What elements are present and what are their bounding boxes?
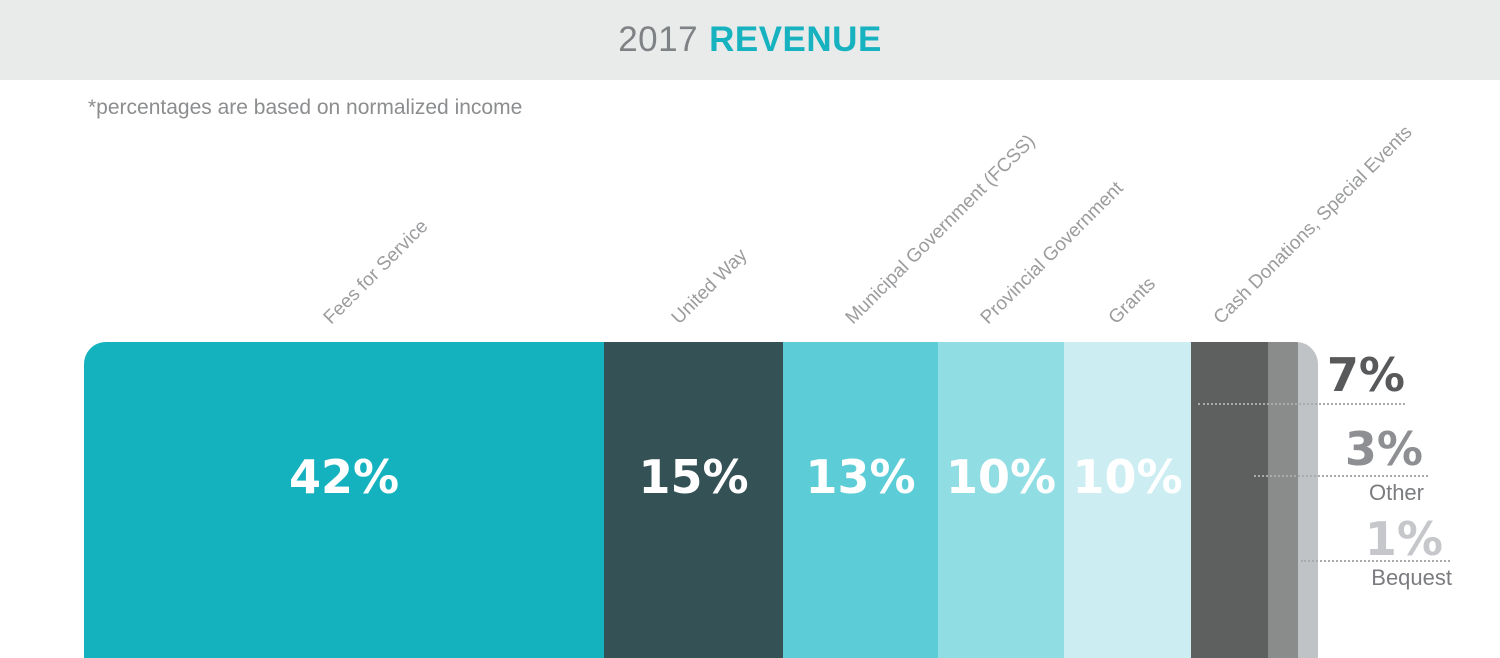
bar-segment-other: [1268, 342, 1298, 658]
segment-label-grants: Grants: [1104, 273, 1160, 329]
leader-line-other: [1254, 475, 1428, 477]
title-revenue: REVENUE: [709, 20, 882, 59]
chart-area: Fees for Service United Way Municipal Go…: [0, 80, 1500, 658]
stacked-bar: 42% 15% 13% 10% 10%: [84, 342, 1318, 658]
callout-label-other: Other: [1368, 480, 1424, 505]
segment-label-united-way: United Way: [667, 244, 752, 329]
chart-title: 2017 REVENUE: [618, 20, 882, 60]
segment-value-grants: 10%: [1072, 450, 1183, 504]
title-year: 2017: [618, 20, 699, 59]
segment-value-municipal-government-fcss: 13%: [805, 450, 916, 504]
callout-value-bequest: 1%: [1364, 512, 1443, 566]
segment-label-cash-donations-special-events: Cash Donations, Special Events: [1209, 121, 1417, 329]
bar-segment-grants: 10%: [1064, 342, 1191, 658]
callout-value-cash-donations: 7%: [1326, 348, 1405, 402]
bar-segment-bequest: [1298, 342, 1318, 658]
leader-line-cash-donations: [1198, 403, 1405, 405]
leader-line-bequest: [1301, 560, 1450, 562]
header-band: 2017 REVENUE: [0, 0, 1500, 80]
segment-value-provincial-government: 10%: [945, 450, 1057, 504]
callout-value-other: 3%: [1344, 422, 1423, 476]
bar-segment-fees-for-service: 42%: [84, 342, 604, 658]
bar-segment-united-way: 15%: [604, 342, 783, 658]
callout-label-bequest: Bequest: [1371, 565, 1452, 590]
bar-segment-municipal-government-fcss: 13%: [783, 342, 938, 658]
footnote: *percentages are based on normalized inc…: [88, 96, 523, 119]
segment-value-united-way: 15%: [638, 450, 749, 504]
bar-segment-cash-donations-special-events: [1191, 342, 1268, 658]
segment-value-fees-for-service: 42%: [288, 450, 400, 504]
segment-label-provincial-government: Provincial Government: [976, 177, 1128, 329]
segment-label-fees-for-service: Fees for Service: [319, 215, 433, 329]
bar-segment-provincial-government: 10%: [938, 342, 1064, 658]
